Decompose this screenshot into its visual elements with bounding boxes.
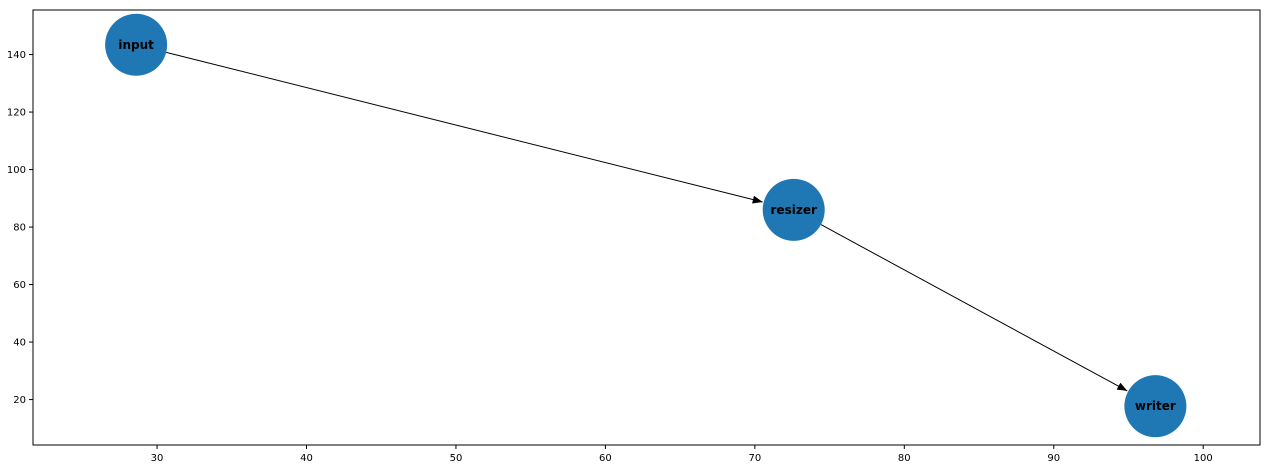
x-tick-label: 90: [1047, 453, 1060, 464]
edge-input-to-resizer: [166, 51, 763, 204]
node-writer: writer: [1124, 375, 1187, 438]
x-tick-label: 30: [151, 453, 164, 464]
x-tick-label: 70: [748, 453, 761, 464]
y-tick-label: 100: [7, 165, 26, 176]
x-tick-label: 100: [1194, 453, 1213, 464]
node-circle: [762, 178, 825, 241]
node-circle: [1124, 375, 1187, 438]
y-tick-label: 40: [13, 338, 26, 349]
x-tick-label: 50: [450, 453, 463, 464]
y-tick-label: 140: [7, 50, 26, 61]
x-tick-label: 60: [599, 453, 612, 464]
y-tick-label: 20: [13, 395, 26, 406]
y-tick-label: 60: [13, 280, 26, 291]
edge-resizer-to-writer: [820, 224, 1128, 392]
x-tick-label: 80: [898, 453, 911, 464]
node-input: input: [105, 13, 168, 76]
node-circle: [105, 13, 168, 76]
node-label: writer: [1135, 399, 1176, 413]
node-label: input: [118, 38, 154, 52]
x-tick-label: 40: [300, 453, 313, 464]
y-tick-label: 120: [7, 108, 26, 119]
node-resizer: resizer: [762, 178, 825, 241]
x-axis: 30 40 50 60 70 80 90 100: [151, 445, 1213, 464]
y-tick-label: 80: [13, 223, 26, 234]
nodes-layer: input resizer writer: [105, 13, 1187, 438]
edges-layer: [166, 51, 1128, 392]
y-axis: 20 40 60 80 100 120 140: [7, 50, 33, 406]
plot-area-frame: [32, 9, 1261, 446]
node-label: resizer: [771, 203, 817, 217]
